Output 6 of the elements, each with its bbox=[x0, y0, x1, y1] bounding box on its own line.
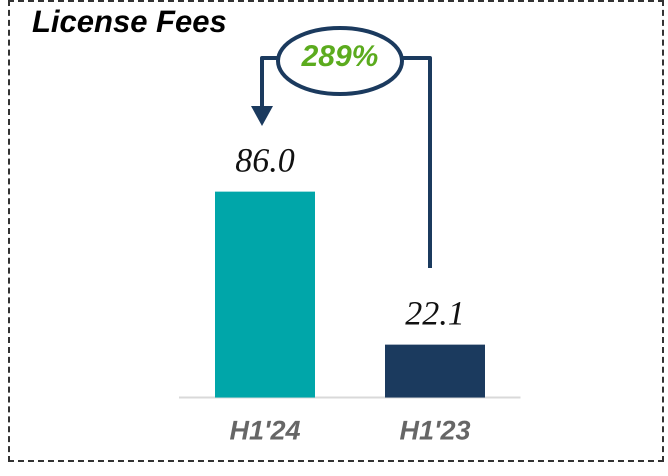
x-tick-label: H1'23 bbox=[400, 415, 470, 446]
data-label: 86.0 bbox=[235, 142, 295, 180]
data-label: 22.1 bbox=[405, 296, 465, 333]
text: 289% bbox=[300, 40, 380, 74]
chart-title: License Fees bbox=[32, 4, 227, 40]
x-tick-label: H1'24 bbox=[230, 415, 300, 446]
